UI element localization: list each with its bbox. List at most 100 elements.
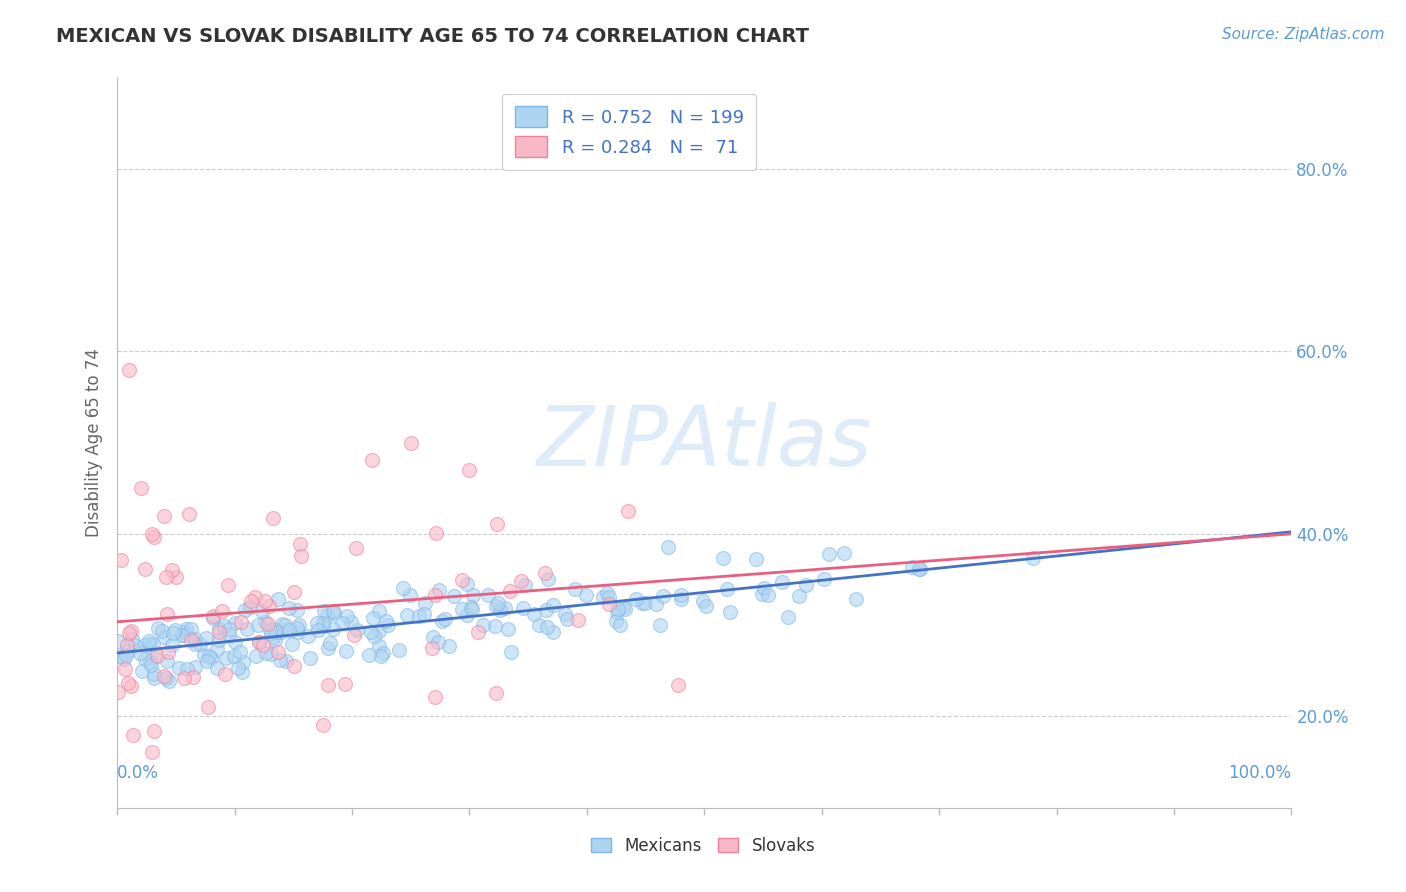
Point bbox=[415, 596, 437, 610]
Y-axis label: Disability Age 65 to 74: Disability Age 65 to 74 bbox=[86, 348, 103, 537]
Point bbox=[592, 591, 614, 605]
Point bbox=[174, 622, 197, 636]
Point bbox=[322, 604, 344, 618]
Point bbox=[176, 662, 198, 676]
Point bbox=[143, 671, 166, 685]
Point bbox=[498, 583, 520, 598]
Point bbox=[845, 592, 868, 607]
Point bbox=[162, 626, 184, 640]
Point bbox=[229, 645, 252, 659]
Point bbox=[110, 553, 132, 567]
Point bbox=[536, 602, 558, 616]
Point bbox=[201, 608, 224, 623]
Point bbox=[270, 624, 292, 639]
Point bbox=[288, 537, 311, 551]
Point bbox=[262, 510, 284, 524]
Point bbox=[281, 637, 304, 651]
Point bbox=[575, 589, 598, 603]
Point bbox=[1021, 550, 1043, 565]
Point bbox=[173, 671, 195, 685]
Point bbox=[368, 604, 391, 618]
Point bbox=[363, 629, 385, 643]
Point bbox=[778, 610, 800, 624]
Point bbox=[467, 624, 489, 639]
Point bbox=[247, 635, 270, 649]
Point bbox=[323, 606, 346, 620]
Point bbox=[299, 650, 322, 665]
Point bbox=[211, 604, 233, 618]
Point bbox=[484, 618, 506, 632]
Point bbox=[153, 508, 176, 523]
Point bbox=[114, 662, 136, 676]
Point bbox=[165, 569, 187, 583]
Point bbox=[247, 618, 270, 632]
Point bbox=[202, 611, 225, 625]
Point bbox=[567, 613, 589, 627]
Point bbox=[115, 638, 138, 652]
Point bbox=[305, 616, 328, 631]
Point bbox=[361, 611, 384, 625]
Point bbox=[270, 617, 292, 632]
Point bbox=[143, 667, 166, 681]
Point bbox=[412, 607, 434, 621]
Point bbox=[157, 645, 180, 659]
Point bbox=[427, 583, 450, 598]
Point bbox=[340, 615, 363, 630]
Point bbox=[184, 632, 207, 647]
Point bbox=[188, 637, 211, 651]
Point bbox=[450, 602, 472, 616]
Point bbox=[373, 646, 395, 660]
Point bbox=[612, 599, 634, 614]
Point bbox=[330, 615, 353, 630]
Point bbox=[193, 648, 215, 662]
Point bbox=[745, 552, 768, 566]
Point bbox=[443, 589, 465, 603]
Point bbox=[260, 627, 283, 641]
Point bbox=[208, 633, 231, 648]
Point bbox=[907, 561, 929, 575]
Point bbox=[112, 652, 135, 666]
Point bbox=[813, 572, 835, 586]
Point bbox=[134, 562, 156, 576]
Point bbox=[263, 624, 285, 638]
Point bbox=[718, 605, 741, 619]
Point bbox=[564, 582, 586, 597]
Point bbox=[756, 588, 779, 602]
Point bbox=[264, 633, 287, 648]
Point bbox=[314, 604, 336, 618]
Point bbox=[770, 575, 793, 590]
Point bbox=[120, 679, 142, 693]
Point bbox=[427, 635, 450, 649]
Point bbox=[433, 612, 456, 626]
Point bbox=[595, 585, 617, 599]
Point bbox=[312, 619, 335, 633]
Point bbox=[751, 587, 773, 601]
Point bbox=[832, 546, 855, 560]
Point bbox=[278, 623, 301, 637]
Point bbox=[107, 633, 129, 648]
Point bbox=[180, 632, 202, 647]
Point bbox=[533, 566, 555, 580]
Point bbox=[657, 541, 679, 555]
Point bbox=[399, 588, 422, 602]
Point bbox=[250, 604, 273, 618]
Point bbox=[267, 591, 290, 606]
Point bbox=[537, 573, 560, 587]
Point bbox=[283, 658, 305, 673]
Point bbox=[523, 607, 546, 621]
Point bbox=[160, 638, 183, 652]
Point bbox=[652, 589, 675, 603]
Point bbox=[212, 619, 235, 633]
Point bbox=[377, 618, 399, 632]
Point bbox=[456, 608, 478, 623]
Point bbox=[312, 615, 335, 630]
Point bbox=[267, 645, 290, 659]
Text: 100.0%: 100.0% bbox=[1229, 764, 1292, 781]
Point bbox=[439, 639, 461, 653]
Point bbox=[711, 551, 734, 566]
Point bbox=[910, 562, 932, 576]
Point bbox=[598, 591, 620, 605]
Point bbox=[218, 622, 240, 636]
Point bbox=[399, 435, 422, 450]
Point bbox=[128, 646, 150, 660]
